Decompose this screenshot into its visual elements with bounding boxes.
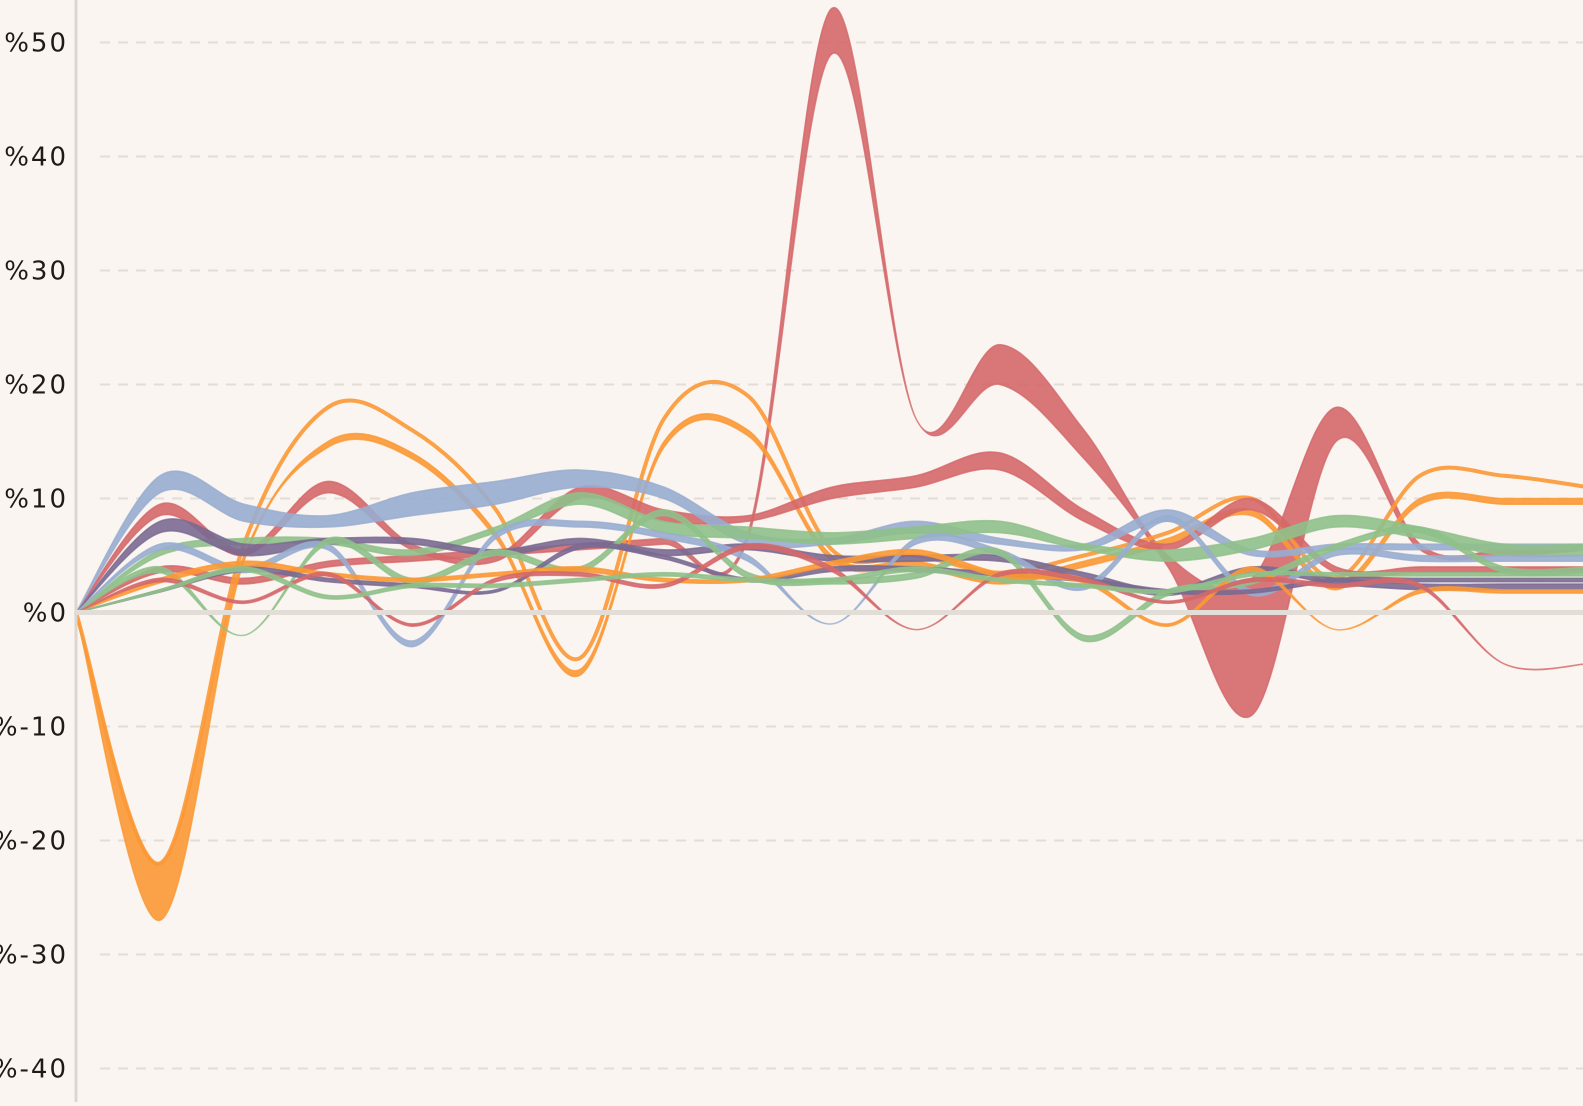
y-tick-label: %0 — [23, 599, 68, 629]
series-band-12 — [75, 566, 1583, 614]
series-line-1 — [74, 380, 1583, 866]
y-tick-label: %30 — [4, 257, 68, 287]
y-tick-label: %40 — [4, 143, 68, 173]
y-tick-label: %-20 — [0, 827, 68, 857]
y-tick-label: %-30 — [0, 941, 68, 971]
series-band-9 — [75, 541, 1583, 614]
series-band-7 — [75, 514, 1583, 648]
series-layer — [74, 7, 1583, 922]
series-band-5 — [75, 492, 1583, 614]
series-band-11 — [75, 542, 1583, 671]
y-tick-label: %10 — [4, 485, 68, 515]
y-tick-label: %-10 — [0, 713, 68, 743]
y-tick-label: %-40 — [0, 1055, 68, 1085]
y-tick-label: %50 — [4, 29, 68, 59]
y-tick-label: %20 — [4, 371, 68, 401]
